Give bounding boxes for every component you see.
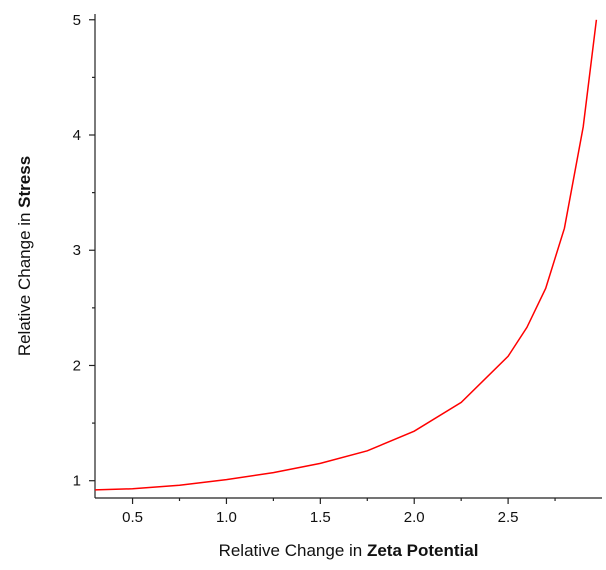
x-tick-label: 2.5 (498, 509, 519, 526)
x-tick-label: 0.5 (122, 509, 143, 526)
series (94, 19, 598, 491)
y-tick-label: 4 (73, 127, 81, 144)
y-tick-label: 1 (73, 473, 81, 490)
axes (94, 14, 602, 499)
series-line (94, 19, 598, 491)
y-axis-label-prefix: Relative Change in (15, 208, 34, 356)
y-tick-label: 3 (73, 242, 81, 259)
x-tick-label: 1.5 (310, 509, 331, 526)
x-axis-label: Relative Change in Zeta Potential (219, 541, 479, 560)
y-tick-label: 5 (73, 12, 81, 29)
y-axis-label: Relative Change in Stress (15, 156, 34, 356)
y-tick-label: 2 (73, 357, 81, 374)
x-axis-label-prefix: Relative Change in (219, 541, 367, 560)
ticks: 0.5 1.0 1.5 2.0 2.5 1 2 3 4 5 (73, 12, 556, 526)
x-tick-label: 2.0 (404, 509, 425, 526)
y-axis-label-bold: Stress (15, 156, 34, 208)
x-tick-label: 1.0 (216, 509, 237, 526)
x-axis-label-bold: Zeta Potential (367, 541, 478, 560)
